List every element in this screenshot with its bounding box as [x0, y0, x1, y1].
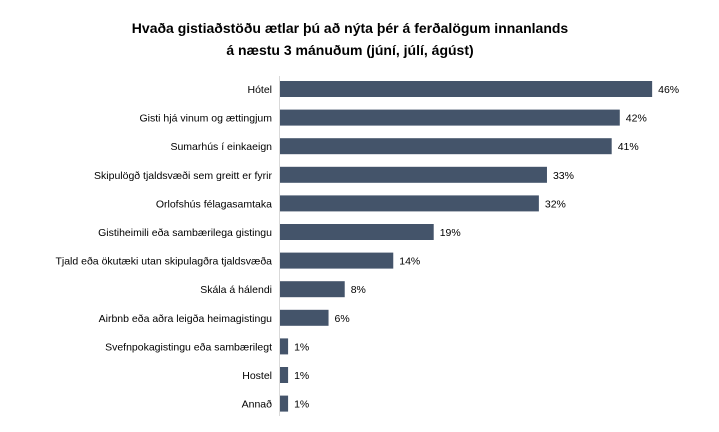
chart-title-line-2: á næstu 3 mánuðum (júní, júlí, ágúst) — [226, 42, 473, 58]
category-label: Skipulögð tjaldsvæði sem greitt er fyrir — [94, 170, 272, 182]
category-label: Gisti hjá vinum og ættingjum — [140, 113, 273, 125]
value-label: 41% — [618, 141, 639, 153]
category-label: Airbnb eða aðra leigða heimagistingu — [99, 313, 273, 325]
chart-title-line-1: Hvaða gistiaðstöðu ætlar þú að nýta þér … — [132, 20, 569, 36]
bar — [280, 252, 394, 269]
bar — [280, 138, 612, 155]
category-label: Sumarhús í einkaeign — [170, 141, 272, 153]
category-label: Tjald eða ökutæki utan skipulagðra tjald… — [55, 256, 272, 268]
value-label: 33% — [553, 170, 574, 182]
category-label: Annað — [242, 399, 273, 411]
bar — [280, 224, 434, 240]
value-label: 46% — [658, 84, 679, 96]
value-label: 1% — [294, 370, 309, 382]
category-label: Orlofshús félagasamtaka — [156, 198, 272, 210]
value-label: 8% — [351, 284, 366, 296]
category-label: Hostel — [242, 370, 272, 382]
value-label: 6% — [335, 313, 350, 325]
category-label: Svefnpokagistingu eða sambærilegt — [105, 341, 272, 353]
value-label: 42% — [626, 113, 647, 125]
bar — [280, 281, 345, 298]
bar — [280, 195, 539, 212]
value-label: 1% — [294, 399, 309, 411]
value-label: 19% — [440, 227, 461, 239]
category-label: Skála á hálendi — [200, 284, 272, 296]
bar — [280, 367, 289, 383]
bar — [280, 309, 329, 326]
bar — [280, 166, 547, 183]
bar — [280, 81, 653, 97]
bar — [280, 395, 289, 412]
value-label: 32% — [545, 198, 566, 210]
value-label: 1% — [294, 341, 309, 353]
bars-group: Hótel 46% Gisti hjá vinum og ættingjum 42% S… — [55, 81, 679, 412]
bar — [280, 338, 289, 355]
value-label: 14% — [399, 256, 420, 268]
category-label: Hótel — [247, 84, 272, 96]
bar — [280, 109, 620, 126]
category-label: Gistiheimili eða sambærilega gistingu — [98, 227, 272, 239]
